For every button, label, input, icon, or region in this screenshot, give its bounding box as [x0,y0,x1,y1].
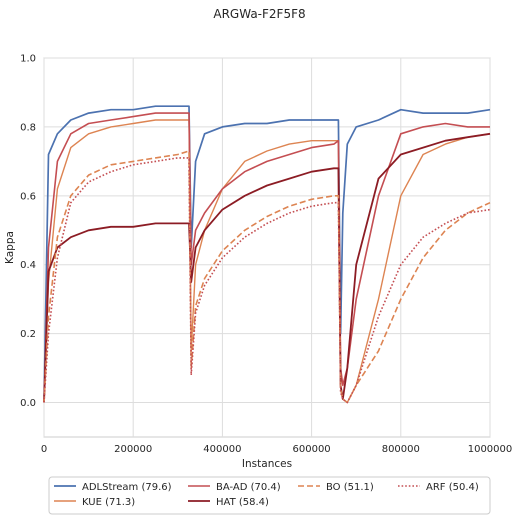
x-tick-label: 600000 [293,444,331,455]
x-tick-label: 200000 [114,444,152,455]
x-tick-label: 400000 [203,444,241,455]
series-line-4 [43,150,491,404]
chart-title: ARGWa-F2F5F8 [213,7,305,21]
y-tick-label: 0.0 [20,398,36,409]
y-tick-label: 1.0 [20,54,36,65]
y-tick-label: 0.4 [20,260,36,271]
y-tick-label: 0.2 [20,329,36,340]
y-tick-labels: 0.0 0.2 0.4 0.6 0.8 1.0 [20,54,36,410]
y-tick-label: 0.6 [20,191,36,202]
x-tick-label: 1000000 [468,444,513,455]
grid [43,57,491,437]
series-lines [43,105,491,404]
plot-area [43,57,491,438]
legend-label-5: ARF (50.4) [426,482,479,493]
legend: ADLStream (79.6) KUE (71.3) BA-AD (70.4) HA… [48,476,491,515]
x-tick-label: 800000 [382,444,420,455]
legend-label-1: KUE (71.3) [82,497,135,508]
x-tick-label: 0 [41,444,47,455]
series-line-1 [43,119,491,404]
x-tick-labels: 0 200000 400000 600000 800000 1000000 [41,444,512,455]
series-line-0 [43,105,491,403]
y-tick-label: 0.8 [20,122,36,133]
series-line-5 [43,157,491,404]
x-axis-label: Instances [242,458,292,470]
legend-label-4: BO (51.1) [326,482,374,493]
series-line-3 [43,132,491,403]
legend-label-2: BA-AD (70.4) [216,482,281,493]
legend-label-0: ADLStream (79.6) [82,482,172,493]
legend-label-3: HAT (58.4) [216,497,269,508]
series-line-2 [43,112,490,403]
y-axis-label: Kappa [4,231,16,264]
legend-frame [48,476,491,515]
